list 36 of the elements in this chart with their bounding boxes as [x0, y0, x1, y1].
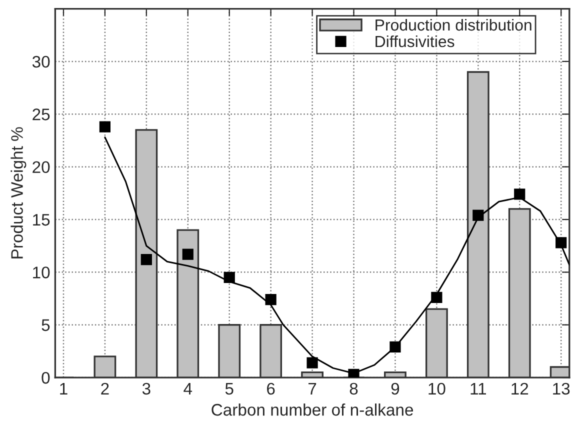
y-tick-label: 5 [42, 319, 50, 332]
x-tick-label: 5 [225, 383, 234, 395]
x-tick-label: 7 [308, 383, 316, 394]
y-tick-label: 10 [33, 266, 50, 278]
legend-label: Diffusivities [376, 35, 454, 48]
y-tick-label: 30 [32, 56, 50, 68]
y-tick-label: 15 [33, 214, 50, 226]
x-tick-label: 12 [512, 382, 528, 394]
point [224, 272, 235, 284]
x-tick-label: 2 [101, 382, 109, 394]
x-tick-label: 3 [142, 382, 150, 395]
x-tick-label: 6 [267, 382, 275, 395]
point [556, 237, 567, 248]
x-tick-label: 9 [391, 382, 400, 395]
y-axis-title: Product Weight % [10, 127, 26, 258]
point [472, 210, 484, 221]
x-tick-label: 13 [553, 382, 570, 395]
point [348, 368, 360, 378]
point [99, 121, 111, 132]
x-tick-label: 4 [184, 383, 192, 394]
x-axis-title: Carbon number of n-alkane [212, 403, 414, 416]
point [140, 254, 152, 266]
x-tick-label: 1 [60, 383, 68, 394]
y-tick-label: 25 [32, 108, 50, 120]
point [514, 188, 526, 200]
point [431, 292, 442, 304]
y-tick-label: 0 [42, 372, 50, 384]
point [390, 341, 401, 353]
point [182, 248, 194, 260]
legend-label: Production distribution [376, 18, 532, 31]
x-tick-label: 11 [470, 383, 486, 394]
point [306, 357, 318, 368]
point [265, 294, 276, 306]
x-tick-label: 8 [350, 382, 358, 395]
x-tick-label: 10 [428, 382, 446, 395]
y-tick-label: 20 [32, 161, 50, 174]
